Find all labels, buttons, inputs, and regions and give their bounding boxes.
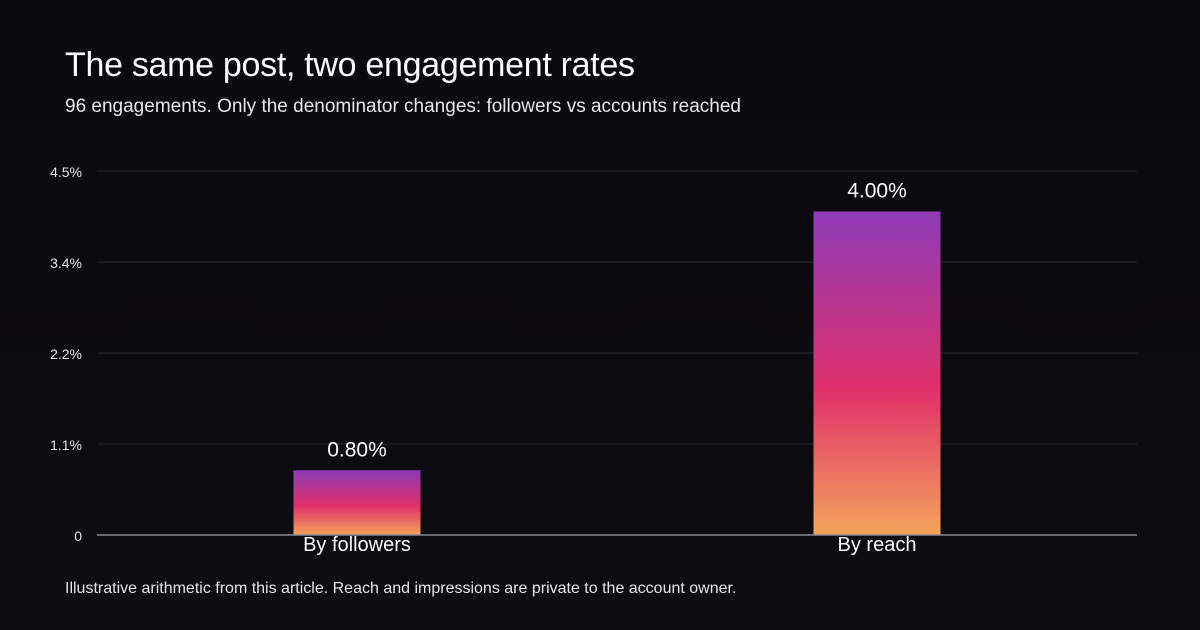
bar-value-label: 0.80% [327,438,387,461]
y-tick-label: 3.4% [50,255,82,271]
bars [293,211,941,535]
chart-subtitle: 96 engagements. Only the denominator cha… [65,96,741,117]
gridlines [97,170,1137,445]
y-tick-label: 0 [74,528,82,544]
bar-by-reach [813,211,941,535]
chart-title: The same post, two engagement rates [65,46,635,84]
y-tick-label: 1.1% [50,437,82,453]
y-tick-label: 2.2% [50,346,82,362]
y-axis-ticks: 0 1.1% 2.2% 3.4% 4.5% [50,164,82,544]
chart-footnote: Illustrative arithmetic from this articl… [65,580,737,597]
bar-by-followers [293,470,421,535]
labels: 0.80% By followers 4.00% By reach [303,179,916,556]
y-tick-label: 4.5% [50,164,82,180]
x-category-label: By reach [838,534,917,556]
x-category-label: By followers [303,534,411,556]
bar-value-label: 4.00% [847,179,907,202]
